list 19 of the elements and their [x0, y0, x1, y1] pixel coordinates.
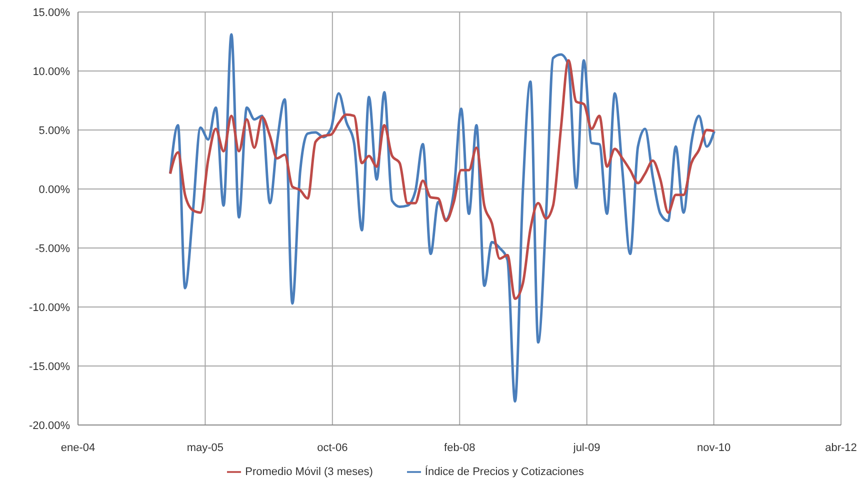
x-tick-label: ene-04: [60, 442, 96, 454]
line-series: [168, 59, 716, 300]
y-tick-label: 5.00%: [38, 124, 70, 137]
x-tick-label: may-05: [186, 442, 224, 454]
x-tick-label: jul-09: [572, 442, 600, 454]
x-tick-label: abr-12: [825, 442, 857, 454]
legend-label: Índice de Precios y Cotizaciones: [424, 466, 584, 478]
y-tick-label: 10.00%: [32, 66, 70, 78]
x-tick-label: oct-06: [317, 442, 348, 454]
x-tick-label: feb-08: [444, 442, 476, 454]
y-tick-label: -15.00%: [29, 360, 70, 373]
x-tick-label: nov-10: [696, 442, 731, 454]
y-tick-label: -20.00%: [29, 420, 70, 432]
line-series: [168, 33, 716, 403]
y-tick-label: 15.00%: [32, 6, 70, 19]
y-tick-label: 0.00%: [38, 184, 70, 196]
y-tick-label: -10.00%: [29, 302, 70, 314]
y-tick-label: -5.00%: [35, 242, 70, 255]
legend-label: Promedio Móvil (3 meses): [245, 466, 373, 478]
